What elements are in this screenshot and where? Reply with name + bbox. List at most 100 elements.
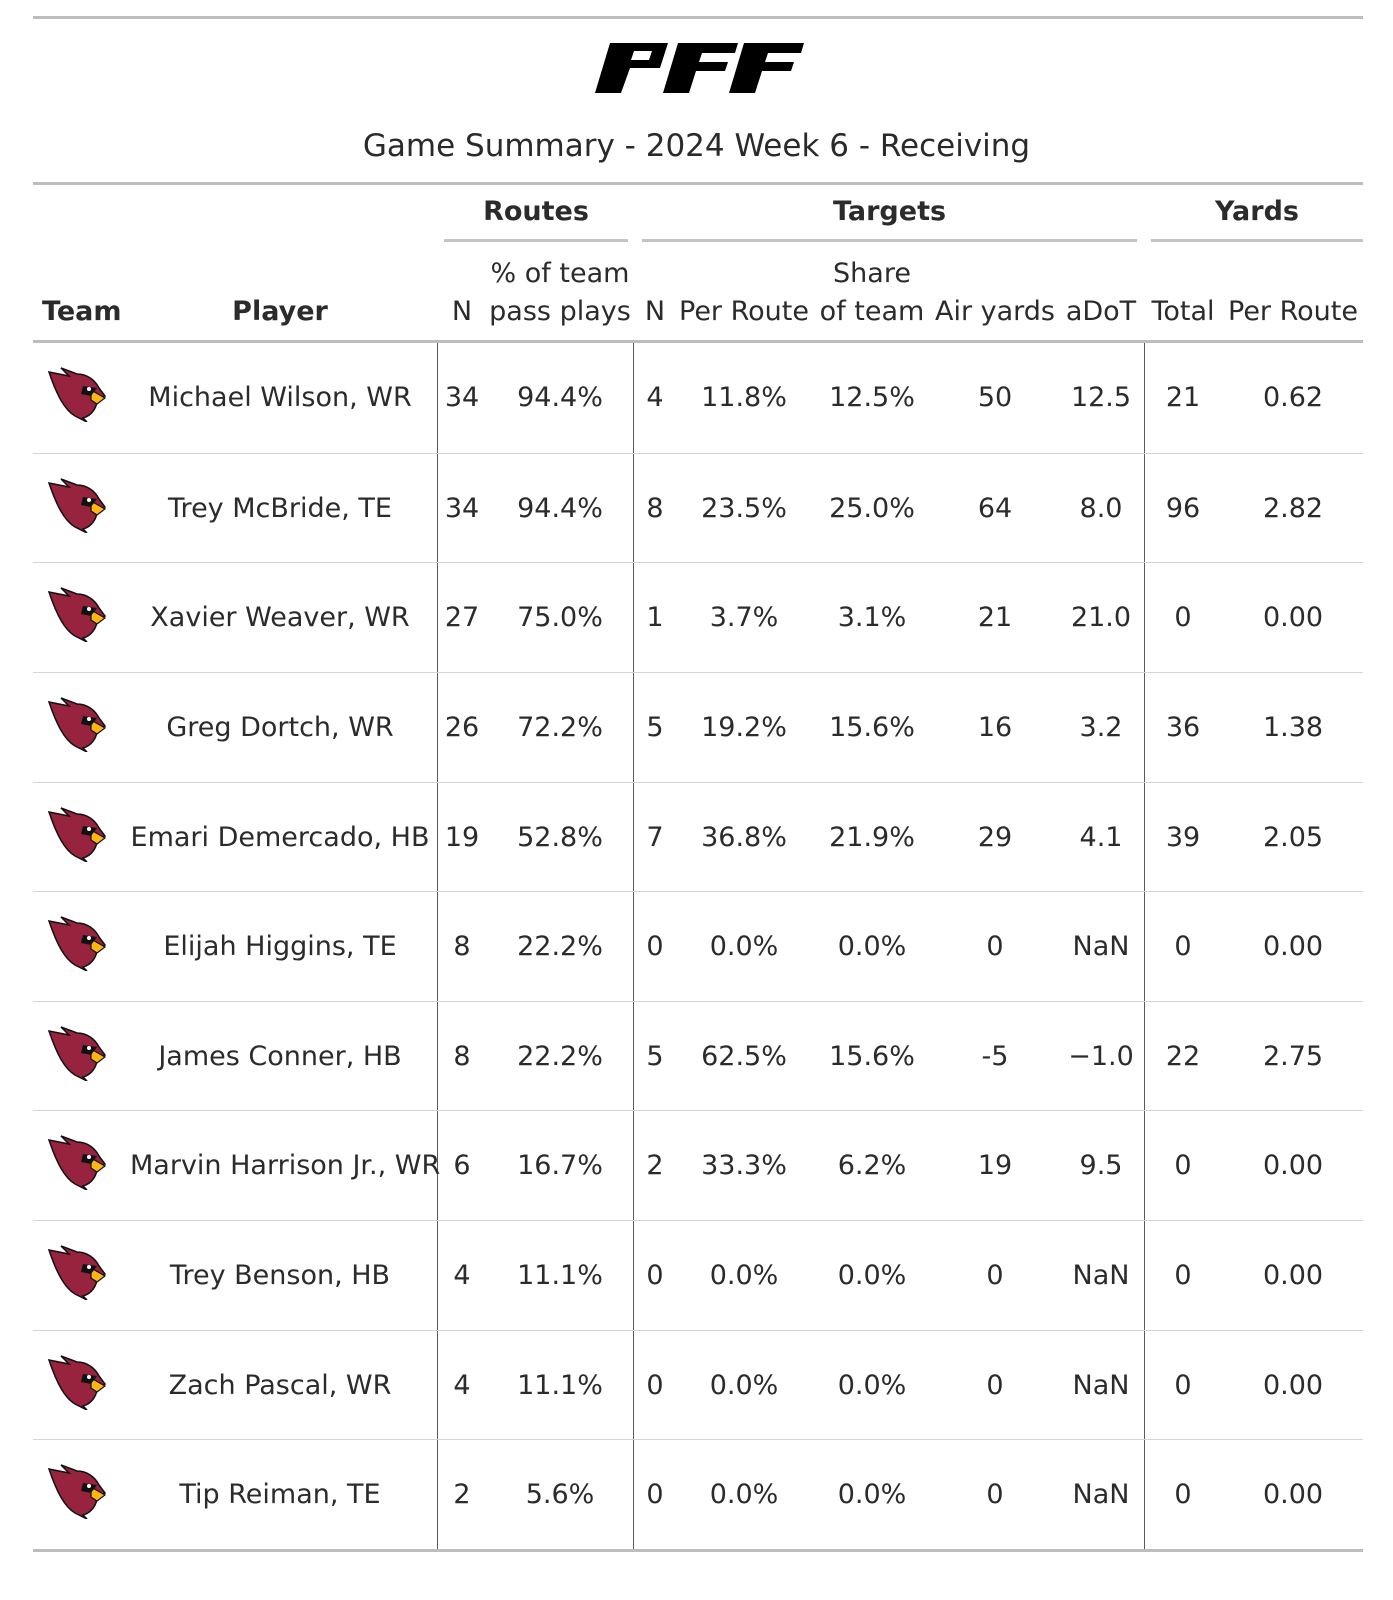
yards-per-route-cell: 2.75 (1262, 1040, 1324, 1072)
air-yards-cell: 21 (977, 602, 1013, 634)
yards-per-route-cell: 2.05 (1262, 821, 1324, 853)
targets-per-route-cell: 11.8% (701, 382, 787, 413)
player-cell: Emari Demercado, HB (130, 821, 430, 853)
adot-cell: 8.0 (1079, 492, 1123, 524)
cardinals-logo-icon (47, 1135, 107, 1191)
targets-n-cell: 8 (646, 492, 664, 524)
yards-total-cell: 0 (1174, 1369, 1192, 1401)
share-cell: 21.9% (829, 821, 915, 853)
share-cell: 12.5% (829, 382, 915, 413)
air-yards-cell: 0 (986, 1369, 1004, 1401)
air-yards-cell: 16 (977, 711, 1013, 743)
table-row: Michael Wilson, WR 34 94.4% 4 11.8% 12.5% 50 12… (33, 343, 1363, 453)
cardinals-logo-icon (47, 477, 107, 533)
share-cell: 3.1% (837, 602, 907, 634)
header-yards-per-route: Per Route (1228, 296, 1358, 327)
routes-pct-cell: 75.0% (517, 602, 603, 634)
yards-total-cell: 22 (1165, 1040, 1201, 1072)
divider-routes-targets (633, 343, 634, 1549)
air-yards-cell: 0 (986, 931, 1004, 963)
title-rule (33, 182, 1363, 185)
yards-total-cell: 0 (1174, 1479, 1192, 1511)
routes-pct-cell: 5.6% (525, 1479, 595, 1511)
group-targets: Targets (832, 196, 947, 227)
routes-pct-cell: 11.1% (517, 1369, 603, 1401)
share-cell: 0.0% (837, 931, 907, 963)
routes-n-cell: 6 (453, 1150, 471, 1182)
targets-per-route-cell: 0.0% (709, 931, 779, 963)
adot-cell: −1.0 (1068, 1040, 1134, 1072)
yards-total-cell: 96 (1165, 492, 1201, 524)
share-cell: 0.0% (837, 1369, 907, 1401)
group-yards-underline (1151, 239, 1363, 242)
targets-per-route-cell: 23.5% (701, 492, 787, 524)
air-yards-cell: 0 (986, 1260, 1004, 1292)
group-routes-underline (444, 239, 628, 242)
player-cell: James Conner, HB (158, 1040, 402, 1072)
adot-cell: NaN (1072, 1479, 1130, 1511)
table-row: Trey Benson, HB 4 11.1% 0 0.0% 0.0% 0 NaN 0 0.00 (33, 1220, 1363, 1331)
yards-per-route-cell: 0.00 (1262, 1260, 1324, 1292)
yards-total-cell: 0 (1174, 602, 1192, 634)
share-cell: 15.6% (829, 711, 915, 743)
cardinals-logo-icon (47, 697, 107, 752)
yards-total-cell: 21 (1165, 382, 1201, 413)
yards-per-route-cell: 0.62 (1262, 382, 1324, 413)
yards-per-route-cell: 2.82 (1262, 492, 1324, 524)
cardinals-logo-icon (47, 367, 107, 422)
air-yards-cell: -5 (981, 1040, 1009, 1072)
adot-cell: 12.5 (1070, 382, 1132, 413)
header-routes-pct-2: pass plays (489, 296, 631, 327)
share-cell: 15.6% (829, 1040, 915, 1072)
targets-n-cell: 1 (646, 602, 664, 634)
divider-targets-yards (1144, 343, 1145, 1549)
table-row: Trey McBride, TE 34 94.4% 8 23.5% 25.0% 64 8.0 9… (33, 452, 1363, 564)
targets-per-route-cell: 0.0% (709, 1479, 779, 1511)
targets-n-cell: 7 (646, 821, 664, 853)
yards-per-route-cell: 0.00 (1262, 602, 1324, 634)
header-adot: aDoT (1065, 296, 1137, 327)
targets-per-route-cell: 36.8% (701, 821, 787, 853)
targets-n-cell: 0 (646, 1260, 664, 1292)
cardinals-logo-icon (47, 587, 107, 643)
cardinals-logo-icon (47, 1026, 107, 1081)
header-player: Player (232, 296, 328, 327)
player-cell: Marvin Harrison Jr., WR (130, 1150, 441, 1182)
routes-n-cell: 4 (453, 1260, 471, 1292)
routes-pct-cell: 11.1% (517, 1260, 603, 1292)
page-title: Game Summary - 2024 Week 6 - Receiving (362, 128, 1031, 164)
header-routes-pct-1: % of team (490, 258, 630, 289)
yards-per-route-cell: 0.00 (1262, 1369, 1324, 1401)
share-cell: 6.2% (837, 1150, 907, 1182)
player-cell: Trey McBride, TE (168, 492, 392, 524)
header-team: Team (42, 296, 122, 327)
header-targets-n: N (644, 296, 666, 327)
header-air-yards: Air yards (934, 296, 1055, 327)
targets-per-route-cell: 33.3% (701, 1150, 787, 1182)
group-yards: Yards (1214, 196, 1299, 227)
player-cell: Michael Wilson, WR (148, 382, 412, 413)
yards-per-route-cell: 1.38 (1262, 711, 1324, 743)
table-row: Marvin Harrison Jr., WR 6 16.7% 2 33.3% 6.2% 1… (33, 1110, 1363, 1221)
group-targets-underline (642, 239, 1137, 242)
routes-n-cell: 26 (444, 711, 480, 743)
yards-per-route-cell: 0.00 (1262, 1479, 1324, 1511)
player-cell: Xavier Weaver, WR (150, 602, 410, 634)
player-cell: Zach Pascal, WR (168, 1369, 392, 1401)
yards-per-route-cell: 0.00 (1262, 931, 1324, 963)
routes-n-cell: 34 (444, 492, 480, 524)
targets-per-route-cell: 19.2% (701, 711, 787, 743)
routes-n-cell: 19 (444, 821, 480, 853)
targets-n-cell: 2 (646, 1150, 664, 1182)
cardinals-logo-icon (47, 1245, 107, 1301)
targets-n-cell: 0 (646, 1479, 664, 1511)
routes-n-cell: 4 (453, 1369, 471, 1401)
table-row: Tip Reiman, TE 2 5.6% 0 0.0% 0.0% 0 NaN 0 0.00 (33, 1439, 1363, 1550)
header-share-1: Share (833, 258, 911, 289)
routes-n-cell: 27 (444, 602, 480, 634)
player-cell: Trey Benson, HB (169, 1260, 391, 1292)
yards-total-cell: 0 (1174, 931, 1192, 963)
air-yards-cell: 0 (986, 1479, 1004, 1511)
yards-total-cell: 0 (1174, 1260, 1192, 1292)
share-cell: 0.0% (837, 1260, 907, 1292)
